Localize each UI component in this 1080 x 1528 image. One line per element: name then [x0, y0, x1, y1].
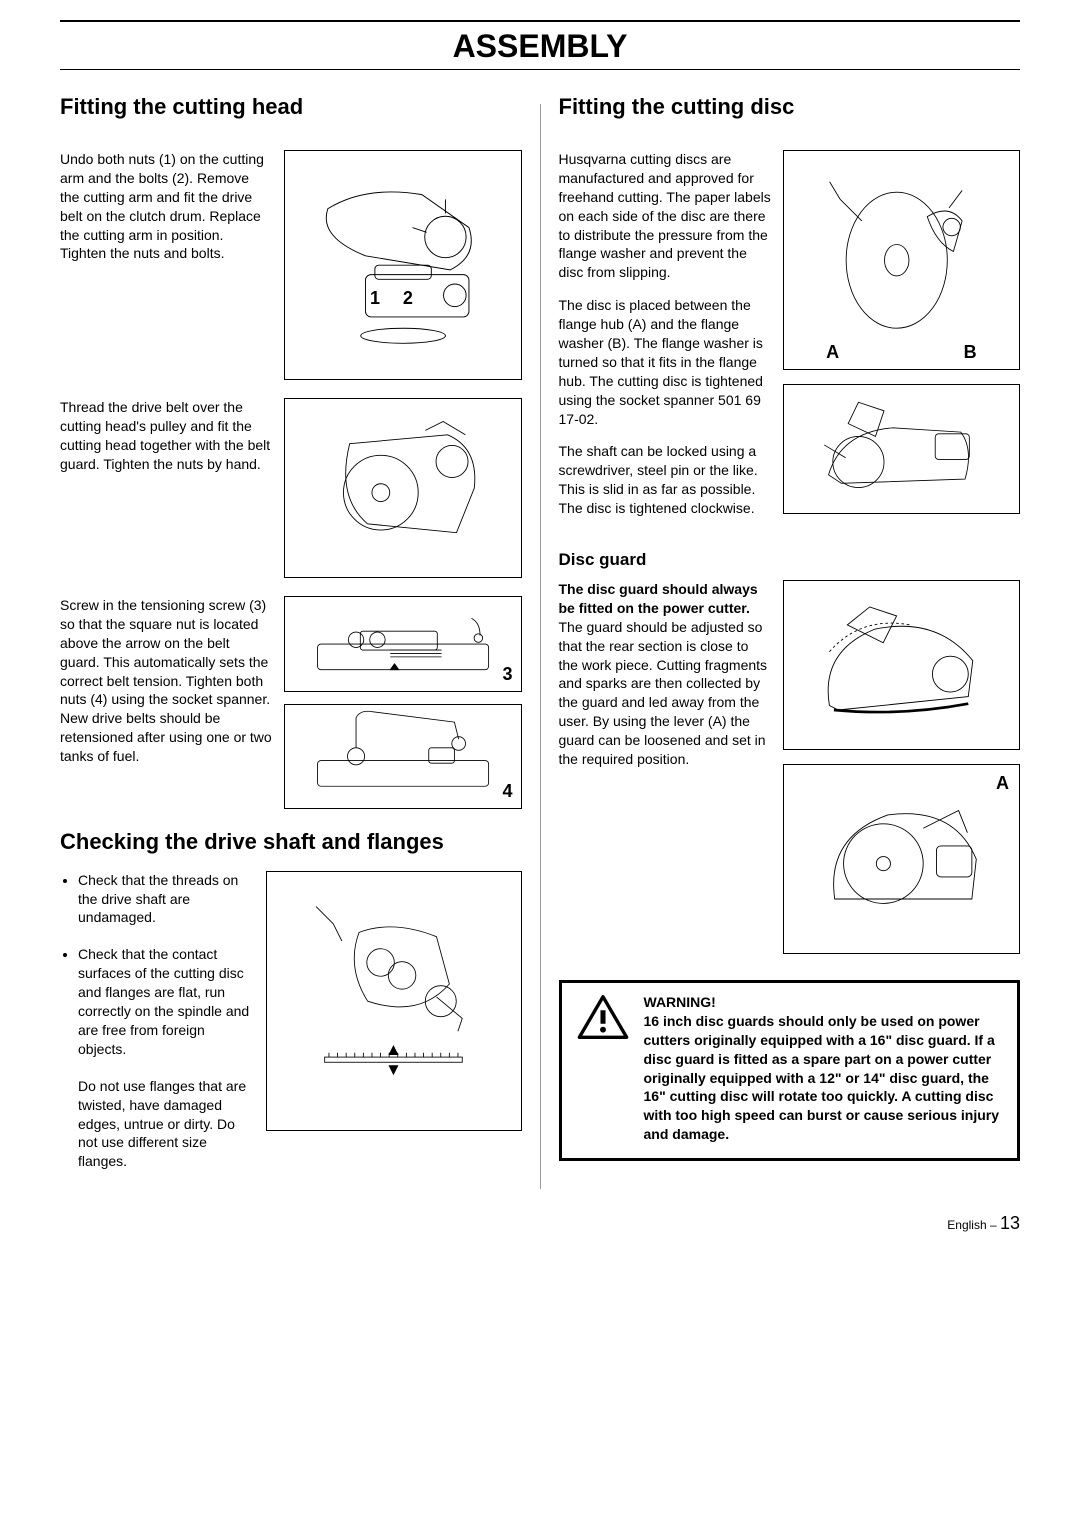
- tensioning-screw-illustration: [285, 597, 520, 691]
- guard-bold: The disc guard should always be fitted o…: [559, 580, 771, 618]
- guard-block: The disc guard should always be fitted o…: [559, 580, 1021, 954]
- check-item-3: Do not use flanges that are twisted, hav…: [78, 1077, 254, 1171]
- socket-spanner-illustration: [285, 705, 520, 808]
- warning-title: WARNING!: [644, 993, 1004, 1012]
- drive-belt-illustration: [285, 399, 520, 577]
- warning-box: WARNING! 16 inch disc guards should only…: [559, 980, 1021, 1161]
- checking-figure: [266, 871, 522, 1131]
- warning-text-block: WARNING! 16 inch disc guards should only…: [644, 993, 1004, 1144]
- disc-figures: A B: [783, 150, 1020, 532]
- page-footer: English – 13: [60, 1213, 1020, 1234]
- warning-icon: [576, 993, 630, 1046]
- step-3: Screw in the tensioning screw (3) so tha…: [60, 596, 522, 809]
- check-list: Check that the threads on the drive shaf…: [60, 871, 254, 1059]
- step-1-figure: 1 2: [284, 150, 521, 380]
- checking-block: Check that the threads on the drive shaf…: [60, 871, 522, 1171]
- page-title: ASSEMBLY: [60, 28, 1020, 65]
- footer-lang: English –: [947, 1218, 1000, 1232]
- disc-p2: The disc is placed between the flange hu…: [559, 296, 771, 428]
- columns: Fitting the cutting head Undo both nuts …: [60, 94, 1020, 1189]
- title-rule: [60, 69, 1020, 70]
- section-fitting-head: Fitting the cutting head: [60, 94, 522, 120]
- right-column: Fitting the cutting disc Husqvarna cutti…: [559, 94, 1021, 1189]
- step-3-figure-a: 3: [284, 596, 521, 692]
- subsection-disc-guard: Disc guard: [559, 550, 1021, 570]
- disc-figure-top: A B: [783, 150, 1020, 370]
- guard-adjust-illustration: [784, 581, 1019, 749]
- label-A: A: [826, 342, 839, 363]
- disc-p3: The shaft can be locked using a screwdri…: [559, 442, 771, 518]
- step-2-figure: [284, 398, 521, 578]
- step-1-text: Undo both nuts (1) on the cutting arm an…: [60, 150, 272, 263]
- disc-flange-illustration: [784, 151, 1019, 369]
- label-3: 3: [502, 664, 512, 685]
- check-item-1: Check that the threads on the drive shaf…: [78, 871, 254, 928]
- step-2: Thread the drive belt over the cutting h…: [60, 398, 522, 578]
- step-3-text: Screw in the tensioning screw (3) so tha…: [60, 596, 272, 766]
- guard-figure-bottom: A: [783, 764, 1020, 954]
- disc-intro-block: Husqvarna cutting discs are manufactured…: [559, 150, 1021, 532]
- top-rule: [60, 20, 1020, 22]
- guard-text-col: The disc guard should always be fitted o…: [559, 580, 771, 954]
- label-4: 4: [502, 781, 512, 802]
- disc-intro-text: Husqvarna cutting discs are manufactured…: [559, 150, 771, 532]
- guard-text: The guard should be adjusted so that the…: [559, 618, 771, 769]
- disc-figure-bottom: [783, 384, 1020, 514]
- guard-label-A: A: [996, 773, 1009, 794]
- flange-illustration: [267, 872, 521, 1130]
- guard-figures: A: [783, 580, 1020, 954]
- disc-p1: Husqvarna cutting discs are manufactured…: [559, 150, 771, 282]
- warning-body: 16 inch disc guards should only be used …: [644, 1012, 1004, 1144]
- step-3-figure-b: 4: [284, 704, 521, 809]
- checking-text: Check that the threads on the drive shaf…: [60, 871, 254, 1171]
- left-column: Fitting the cutting head Undo both nuts …: [60, 94, 522, 1189]
- section-fitting-disc: Fitting the cutting disc: [559, 94, 1021, 120]
- check-item-2: Check that the contact surfaces of the c…: [78, 945, 254, 1058]
- label-2: 2: [403, 288, 413, 309]
- cutter-tighten-illustration: [784, 385, 1019, 513]
- label-B: B: [964, 342, 977, 363]
- step-2-text: Thread the drive belt over the cutting h…: [60, 398, 272, 474]
- step-1: Undo both nuts (1) on the cutting arm an…: [60, 150, 522, 380]
- page-number: 13: [1000, 1213, 1020, 1233]
- column-divider: [540, 104, 541, 1189]
- section-checking-shaft: Checking the drive shaft and flanges: [60, 829, 522, 855]
- guard-figure-top: [783, 580, 1020, 750]
- label-1: 1: [370, 288, 380, 309]
- guard-lever-illustration: [784, 765, 1019, 953]
- cutting-arm-illustration: [285, 151, 520, 379]
